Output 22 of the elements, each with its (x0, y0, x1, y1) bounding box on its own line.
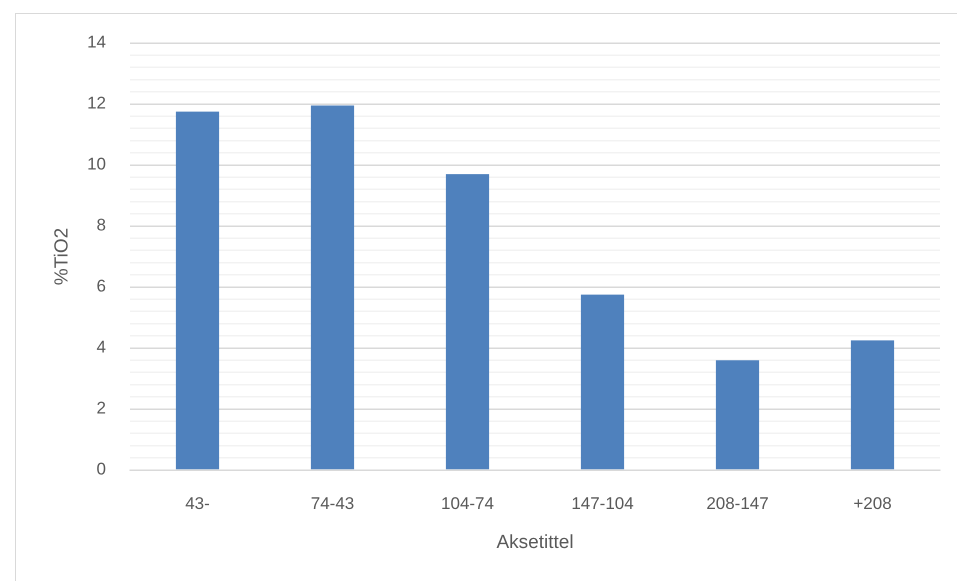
y-tick-label: 2 (96, 398, 106, 418)
x-tick-label: 104-74 (441, 494, 494, 513)
x-tick-label: +208 (853, 494, 892, 513)
bar (850, 340, 894, 470)
x-tick-label: 43- (185, 494, 210, 513)
bar (446, 174, 490, 470)
bar (176, 112, 220, 470)
y-tick-label: 4 (96, 338, 106, 357)
bar (716, 360, 760, 470)
bar (580, 294, 624, 470)
y-tick-label: 12 (87, 94, 106, 113)
y-tick-label: 14 (87, 32, 106, 52)
x-tick-label: 208-147 (706, 494, 769, 513)
x-axis-title: Aksetittel (496, 532, 574, 553)
y-tick-label: 0 (96, 460, 106, 479)
x-tick-label: 74-43 (310, 494, 354, 513)
y-axis-title: %TiO2 (52, 228, 73, 286)
y-tick-label: 10 (87, 154, 106, 174)
bar (310, 106, 354, 470)
y-tick-label: 6 (96, 276, 106, 296)
y-tick-label: 8 (96, 216, 106, 235)
x-tick-label: 147-104 (571, 494, 634, 513)
